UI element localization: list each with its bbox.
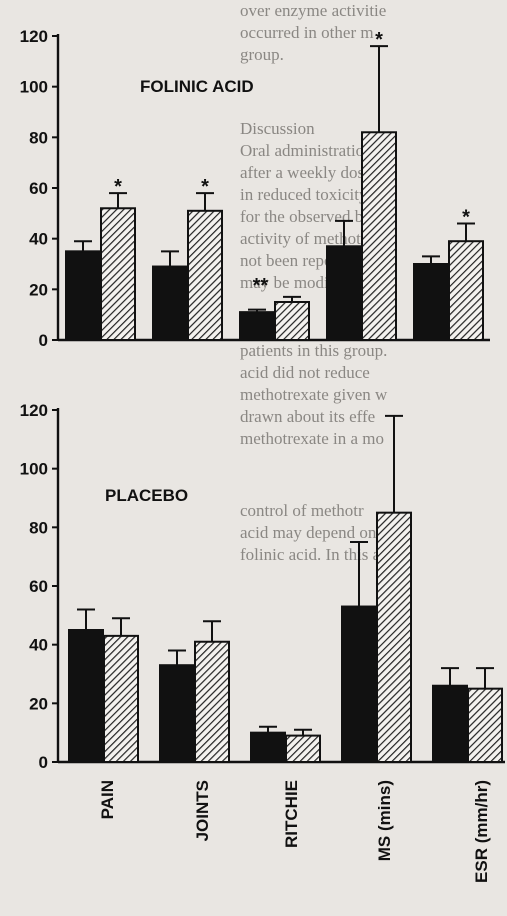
bar — [448, 240, 484, 341]
bar — [274, 301, 310, 341]
bar — [341, 605, 377, 763]
bar — [65, 250, 101, 341]
y-tick-label: 20 — [29, 694, 48, 713]
bar — [413, 263, 449, 341]
y-tick-label: 100 — [20, 460, 48, 479]
chart-title: PLACEBO — [105, 486, 188, 505]
bg-line: Discussion — [240, 119, 315, 138]
y-tick-label: 40 — [29, 636, 48, 655]
chart-title: FOLINIC ACID — [140, 77, 254, 96]
placebo-chart: 0 20 40 60 80 100 120 PLACEBO — [20, 401, 505, 772]
category-label: RITCHIE — [282, 780, 301, 848]
category-label: PAIN — [98, 780, 117, 819]
significance-marker: * — [201, 176, 209, 198]
significance-marker: ** — [253, 275, 269, 297]
bg-line: patients in this group. — [240, 341, 388, 360]
y-tick-label: 0 — [39, 753, 48, 772]
bg-line: group. — [240, 45, 284, 64]
bar — [376, 511, 412, 764]
bar — [103, 634, 139, 763]
y-tick-label: 20 — [29, 280, 48, 299]
bg-line: acid did not reduce — [240, 363, 370, 382]
bar — [152, 265, 188, 341]
category-label: JOINTS — [193, 780, 212, 841]
bar — [361, 131, 397, 341]
significance-marker: * — [114, 176, 122, 198]
bg-line: control of methotr — [240, 501, 364, 520]
bar — [326, 245, 362, 341]
bg-line: methotrexate in a mo — [240, 429, 384, 448]
bg-line: in reduced toxicity fo — [240, 185, 386, 204]
bar — [432, 684, 468, 764]
bar — [285, 734, 321, 763]
bg-line: acid may depend on — [240, 523, 377, 542]
bar — [68, 629, 104, 763]
category-label: ESR (mm/hr) — [472, 780, 491, 883]
y-tick-label: 80 — [29, 128, 48, 147]
y-tick-label: 40 — [29, 230, 48, 249]
bg-line: folinic acid. In this a — [240, 545, 381, 564]
category-labels: PAIN JOINTS RITCHIE MS (mins) ESR (mm/hr) — [98, 780, 491, 883]
bar — [187, 209, 223, 341]
significance-marker: * — [462, 206, 470, 228]
significance-marker: * — [375, 29, 383, 51]
y-tick-label: 0 — [39, 331, 48, 350]
y-tick-label: 100 — [20, 78, 48, 97]
bar — [159, 664, 195, 764]
bar — [194, 640, 230, 764]
y-tick-label: 60 — [29, 577, 48, 596]
bar — [467, 687, 503, 764]
bar — [250, 731, 286, 764]
bar — [239, 311, 275, 341]
bg-line: over enzyme activitie — [240, 1, 387, 20]
y-tick-label: 120 — [20, 401, 48, 420]
category-label: MS (mins) — [375, 780, 394, 861]
bar — [100, 207, 136, 341]
y-tick-label: 80 — [29, 518, 48, 537]
bg-line: occurred in other m — [240, 23, 374, 42]
bg-line: Oral administration o — [240, 141, 386, 160]
bg-line: methotrexate given w — [240, 385, 388, 404]
y-tick-label: 120 — [20, 27, 48, 46]
bg-line: drawn about its effe — [240, 407, 376, 426]
y-tick-label: 60 — [29, 179, 48, 198]
